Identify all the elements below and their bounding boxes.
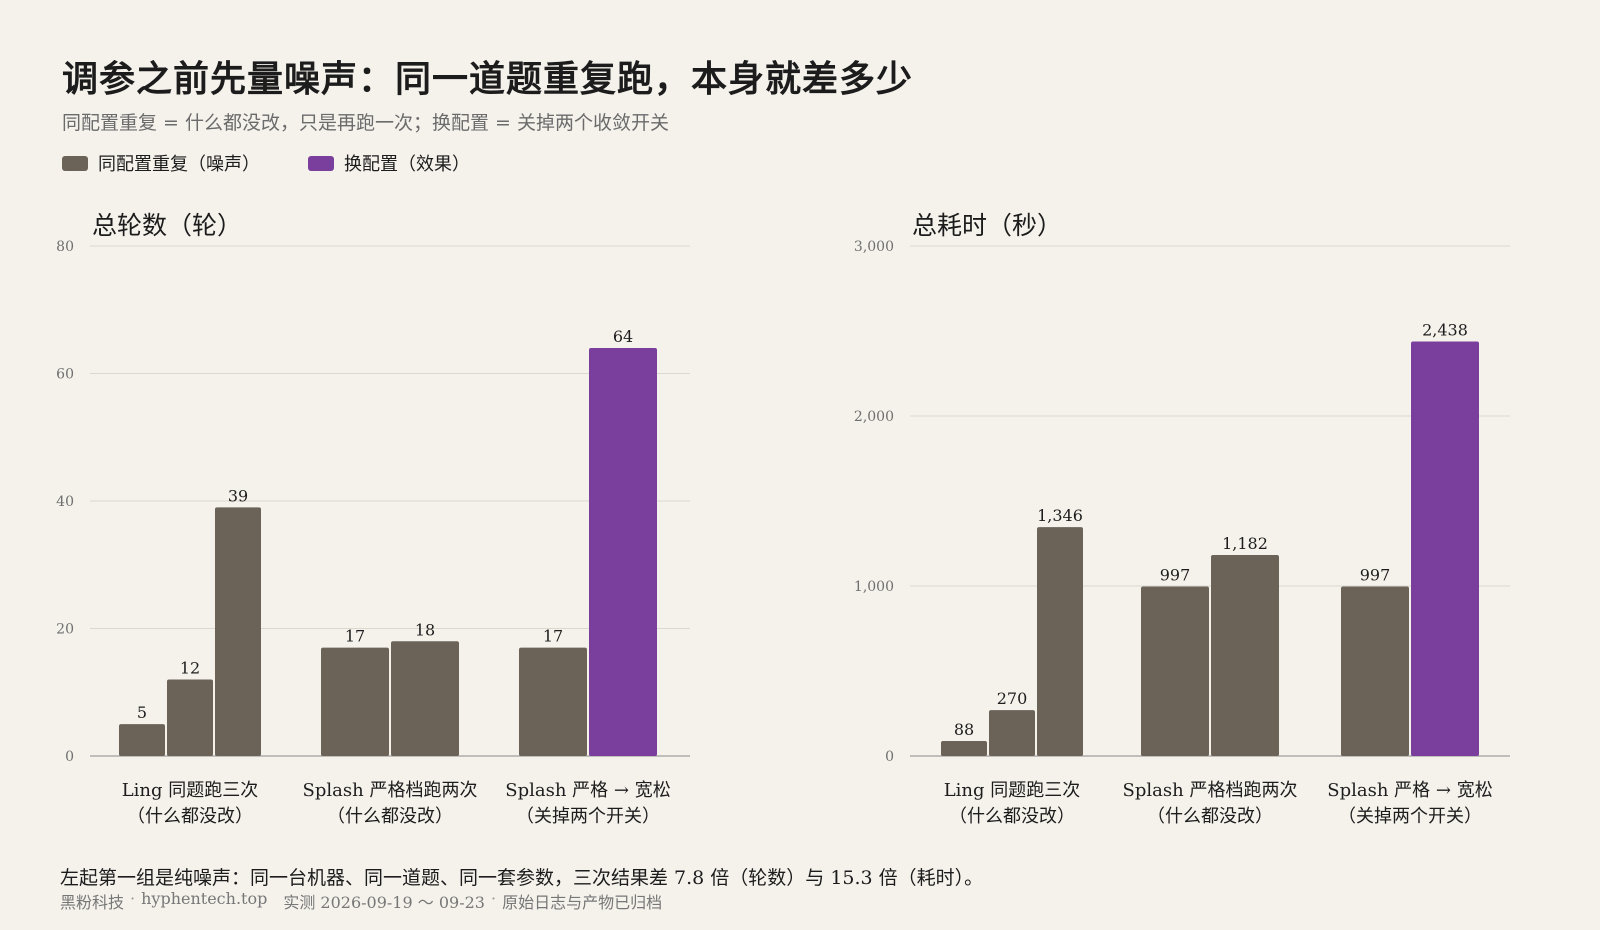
bar-noise: [119, 724, 165, 756]
y-tick-label: 1,000: [854, 579, 894, 595]
x-category-label: （什么都没改）: [1147, 806, 1273, 827]
y-tick-label: 0: [65, 749, 74, 765]
legend-label-effect: 换配置（效果）: [344, 154, 470, 175]
legend: 同配置重复（噪声） 换配置（效果）: [62, 150, 470, 176]
rounds-bar-chart: 0 20 40 60 80 5 12 39 Ling 同题跑三次 （什么都没改） 17 18 Splas…: [56, 239, 690, 827]
legend-item-noise: 同配置重复（噪声）: [62, 150, 260, 176]
bar-noise: [215, 507, 261, 756]
y-tick-label: 80: [56, 239, 74, 255]
y-tick-label: 2,000: [854, 409, 894, 425]
x-category-label: （什么都没改）: [949, 806, 1075, 827]
bar-value-label: 12: [180, 659, 200, 678]
y-tick-label: 20: [56, 622, 74, 638]
bar-noise: [941, 741, 987, 756]
bar-value-label: 64: [613, 327, 633, 346]
legend-item-effect: 换配置（效果）: [308, 150, 470, 176]
page-title: 调参之前先量噪声：同一道题重复跑，本身就差多少: [62, 58, 914, 100]
rounds-chart-title: 总轮数（轮）: [92, 211, 243, 240]
legend-swatch-noise: [62, 155, 88, 171]
bar-effect: [589, 348, 657, 756]
bar-value-label: 1,182: [1222, 534, 1268, 553]
time-bar-chart: 0 1,000 2,000 3,000 88 270 1,346 Ling 同题跑三次 （什么都…: [854, 239, 1510, 827]
y-tick-label: 60: [56, 367, 74, 383]
footer-site: hyphentech.top: [141, 889, 268, 908]
time-chart-title: 总耗时（秒）: [912, 211, 1063, 240]
bar-value-label: 17: [345, 627, 365, 646]
bar-noise: [167, 679, 213, 756]
footer: 黑粉科技 · hyphentech.top 实测 2026-09-19 ～ 09…: [60, 889, 662, 913]
bar-value-label: 270: [997, 689, 1028, 708]
x-category-label: Splash 严格 → 宽松: [505, 780, 670, 801]
bar-value-label: 1,346: [1037, 506, 1083, 525]
y-tick-label: 3,000: [854, 239, 894, 255]
footer-separator: ·: [130, 889, 136, 908]
y-tick-label: 40: [56, 494, 74, 510]
bar-noise: [989, 710, 1035, 756]
x-category-label: （关掉两个开关）: [1338, 806, 1482, 827]
bar-noise: [1211, 555, 1279, 756]
bar-value-label: 88: [954, 720, 974, 739]
x-category-label: Ling 同题跑三次: [122, 780, 259, 801]
bar-noise: [1141, 586, 1209, 756]
footnote: 左起第一组是纯噪声：同一台机器、同一道题、同一套参数，三次结果差 7.8 倍（轮…: [60, 867, 984, 889]
footer-dates: 实测 2026-09-19 ～ 09-23: [283, 893, 485, 912]
x-category-label: （什么都没改）: [327, 806, 453, 827]
legend-swatch-effect: [308, 155, 334, 171]
bar-value-label: 2,438: [1422, 321, 1468, 340]
y-tick-label: 0: [885, 749, 894, 765]
x-category-label: Splash 严格 → 宽松: [1327, 780, 1492, 801]
bar-value-label: 17: [543, 627, 563, 646]
bar-value-label: 18: [415, 620, 435, 639]
bar-value-label: 997: [1160, 566, 1191, 585]
bar-noise: [391, 641, 459, 756]
bar-value-label: 997: [1360, 566, 1391, 585]
x-category-label: Splash 严格档跑两次: [1123, 780, 1298, 801]
bar-noise: [519, 647, 587, 756]
bar-noise: [1037, 527, 1083, 756]
legend-label-noise: 同配置重复（噪声）: [98, 154, 260, 175]
x-category-label: Ling 同题跑三次: [944, 780, 1081, 801]
footer-brand: 黑粉科技: [60, 893, 125, 912]
footer-note: 原始日志与产物已归档: [502, 893, 663, 912]
x-category-label: （什么都没改）: [127, 806, 253, 827]
x-category-label: （关掉两个开关）: [516, 806, 660, 827]
bar-noise: [321, 647, 389, 756]
x-category-label: Splash 严格档跑两次: [303, 780, 478, 801]
footer-separator: ·: [490, 889, 497, 908]
bar-value-label: 39: [228, 486, 248, 505]
bar-effect: [1411, 341, 1479, 756]
page-subtitle: 同配置重复 = 什么都没改，只是再跑一次；换配置 = 关掉两个收敛开关: [62, 112, 669, 134]
bar-noise: [1341, 586, 1409, 756]
bar-value-label: 5: [137, 703, 147, 722]
